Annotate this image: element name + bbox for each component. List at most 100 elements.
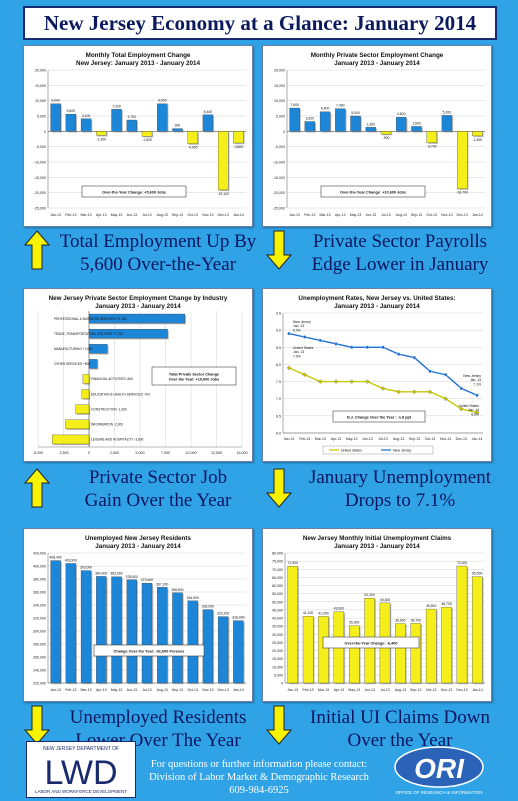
category-label: INFORMATION -2,300 (91, 423, 123, 427)
y-tick-label: 60,000 (272, 584, 283, 588)
data-point (349, 345, 354, 350)
data-label: 43,900 (334, 607, 344, 611)
data-point (427, 389, 433, 395)
data-point (318, 338, 323, 343)
data-point (412, 355, 417, 360)
data-label: 393,000 (80, 566, 92, 570)
x-tick-label: Oct-13 (187, 213, 198, 217)
x-tick-label: Dec-13 (218, 688, 229, 692)
data-label: 1,600 (412, 121, 421, 125)
data-label: 316,000 (232, 616, 244, 620)
data-label: 900 (175, 124, 181, 128)
bar (396, 117, 407, 132)
x-tick-label: 5,000 (136, 451, 145, 455)
y-tick-label: 9.5 (276, 312, 281, 316)
x-tick-label: Feb-13 (299, 437, 310, 441)
category-label: FINANCIAL ACTIVITIES -600 (91, 377, 133, 381)
contact-line: For questions or further information ple… (150, 759, 368, 770)
y-tick-label: -20,000 (273, 191, 285, 195)
data-point (365, 345, 370, 350)
category-label: PROFESSIONAL & BUSINESS SERVICES +9,400 (54, 317, 127, 321)
chart-subtitle: January 2013 - January 2014 (334, 303, 420, 310)
bar (88, 359, 98, 369)
chart-title: New Jersey Private Sector Employment Cha… (49, 295, 228, 302)
unemployment-rate-chart: Unemployment Rates, New Jersey vs. Unite… (262, 288, 492, 462)
data-point (475, 393, 479, 398)
data-label: 49,300 (380, 598, 390, 602)
x-tick-label: Mar-13 (81, 213, 92, 217)
x-tick-label: Dec-13 (457, 213, 468, 217)
arrow-down-icon (266, 705, 292, 745)
y-tick-label: -25,000 (273, 207, 285, 211)
data-point (396, 352, 401, 356)
data-label: 346,500 (187, 596, 199, 600)
data-label: 9,000 (158, 99, 167, 103)
ori-logo-svg: ORI OFFICE OF RESEARCH & INFORMATION (394, 746, 484, 795)
data-label: -900 (383, 136, 390, 140)
bar (287, 566, 298, 684)
bar (157, 587, 168, 684)
bar (302, 616, 314, 684)
category-label: MANUFACTURING +1,800 (54, 347, 93, 351)
x-tick-label: Apr-13 (96, 213, 107, 217)
caption-line: Initial UI Claims Down (310, 707, 490, 728)
data-point (443, 372, 448, 377)
x-tick-label: Jan-14 (472, 688, 483, 692)
y-tick-label: 75,000 (272, 560, 283, 564)
caption-line: Total Employment Up By (59, 231, 257, 252)
y-tick-label: 20,000 (272, 649, 283, 653)
note-box (332, 410, 426, 423)
bar (349, 625, 360, 684)
x-tick-label: Nov-13 (441, 213, 452, 217)
y-tick-label: 70,000 (272, 568, 283, 572)
y-tick-label: -10,000 (34, 161, 46, 165)
data-label: 7,400 (336, 104, 345, 108)
bar (304, 121, 316, 132)
data-label: -3,800 (234, 145, 244, 149)
x-tick-label: Aug-13 (157, 688, 168, 692)
y-tick-label: 220,000 (33, 682, 46, 686)
data-label: 46,700 (441, 602, 451, 606)
caption-line: Gain Over the Year (84, 490, 232, 511)
annotation-us-start: Jan. 13 (293, 350, 304, 354)
category-label: LEISURE AND HOSPITALITY -3,600 (91, 438, 144, 442)
bar (410, 623, 421, 684)
bar (82, 374, 90, 384)
data-point (302, 335, 307, 339)
y-tick-label: 80,000 (272, 552, 283, 556)
chart-subtitle: January 2013 - January 2014 (334, 543, 420, 550)
contact-line: Division of Labor Market & Demographic R… (149, 772, 369, 796)
caption-line: Drops to 7.1% (344, 490, 456, 511)
data-label: 3,700 (128, 115, 137, 119)
data-point (349, 379, 354, 384)
x-tick-label: 12,500 (211, 451, 222, 455)
x-tick-label: Jan-13 (289, 213, 300, 217)
x-tick-label: Jan-14 (233, 213, 244, 217)
y-tick-label: -5,000 (36, 145, 46, 149)
x-tick-label: Oct-13 (425, 437, 436, 441)
bar (202, 114, 214, 132)
x-tick-label: Apr-13 (96, 688, 107, 692)
x-tick-label: Jan-14 (233, 688, 244, 692)
x-tick-label: Jun-13 (365, 213, 376, 217)
total-employment-chart: Monthly Total Employment Change New Jerse… (23, 45, 253, 227)
category-label: OTHER SERVICES +800 (54, 362, 90, 366)
bar (319, 111, 331, 132)
caption-line: Over the Year (347, 730, 453, 751)
x-tick-label: Nov-13 (202, 213, 213, 217)
ori-logo: ORI OFFICE OF RESEARCH & INFORMATION (388, 745, 491, 797)
y-tick-label: 65,000 (272, 576, 283, 580)
bar (65, 563, 77, 684)
y-tick-label: 55,000 (272, 592, 283, 596)
bar (233, 131, 244, 144)
annotation-us-end: 6.6% (471, 412, 479, 416)
data-point (396, 389, 401, 395)
chart-note: Total Private Sector Change (169, 372, 219, 376)
category-label: EDUCATION & HEALTH SERVICES -700 (91, 392, 150, 396)
x-tick-label: Jun-13 (126, 688, 137, 692)
y-tick-label: -25,000 (34, 207, 46, 211)
private-employment-chart-svg: Monthly Private Sector Employment Change… (273, 52, 485, 217)
data-label: -1,500 (473, 138, 483, 142)
y-tick-label: 0 (281, 682, 283, 686)
